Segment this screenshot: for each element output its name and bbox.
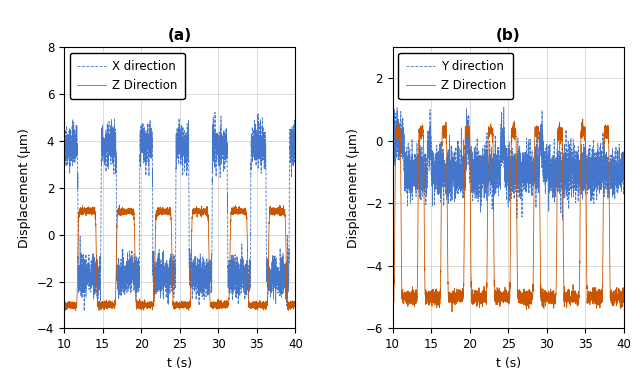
Z Direction [448,310,456,314]
Z Direction [287,303,295,307]
Z Direction [95,308,103,313]
X direction [86,280,94,285]
Z Direction [60,306,68,311]
Z Direction [488,129,495,134]
Y direction [500,105,508,109]
Z Direction [86,211,94,215]
Y direction [429,174,436,179]
Z Direction [149,303,157,307]
X direction [100,137,108,142]
Z Direction [620,298,628,303]
Y direction [388,152,396,157]
X direction [159,276,166,281]
X direction [149,257,157,262]
Legend: X direction, Z Direction: X direction, Z Direction [70,53,185,99]
Y direction [620,160,628,164]
Y-axis label: Displacement (μm): Displacement (μm) [347,128,360,248]
Z Direction [115,203,123,207]
Z Direction [292,305,300,310]
X direction [211,110,219,115]
X-axis label: t (s): t (s) [496,357,521,370]
Line: X direction: X direction [64,112,296,311]
X direction [262,185,270,189]
Y direction [616,172,623,176]
Z Direction [100,307,108,312]
Title: (a): (a) [168,28,192,43]
Z Direction [159,206,167,211]
Z Direction [477,298,485,303]
Z Direction [415,127,423,131]
Y-axis label: Displacement (μm): Displacement (μm) [19,128,31,248]
X direction [292,145,300,149]
Z Direction [262,303,270,308]
Y direction [488,179,495,184]
Title: (b): (b) [496,28,520,43]
Z Direction [388,292,396,297]
Z Direction [579,117,586,121]
Z Direction [591,291,598,296]
Z Direction [616,292,623,296]
Y direction [559,218,566,222]
X direction [81,309,88,314]
Z Direction [429,291,436,296]
Line: Z Direction: Z Direction [392,119,624,312]
X-axis label: t (s): t (s) [167,357,192,370]
X direction [287,136,295,141]
Y direction [415,172,423,176]
Y direction [591,150,598,154]
X direction [60,138,68,143]
Line: Y direction: Y direction [392,107,624,220]
Line: Z Direction: Z Direction [64,205,296,310]
Legend: Y direction, Z Direction: Y direction, Z Direction [399,53,513,99]
Y direction [477,161,485,166]
